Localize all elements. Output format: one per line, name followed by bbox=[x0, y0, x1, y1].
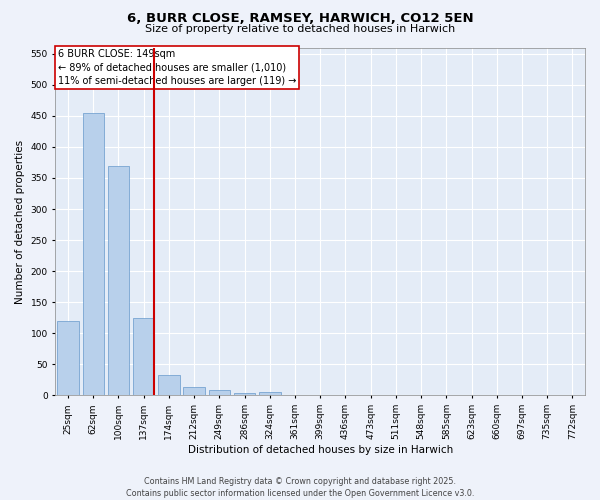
Text: Contains HM Land Registry data © Crown copyright and database right 2025.
Contai: Contains HM Land Registry data © Crown c… bbox=[126, 476, 474, 498]
Bar bbox=[133, 318, 154, 396]
Bar bbox=[158, 375, 179, 396]
Bar bbox=[360, 395, 382, 396]
Bar bbox=[209, 390, 230, 396]
Y-axis label: Number of detached properties: Number of detached properties bbox=[15, 140, 25, 304]
Bar bbox=[184, 388, 205, 396]
Bar bbox=[562, 395, 583, 396]
Bar bbox=[83, 112, 104, 396]
Bar bbox=[284, 395, 306, 396]
X-axis label: Distribution of detached houses by size in Harwich: Distribution of detached houses by size … bbox=[188, 445, 453, 455]
Text: Size of property relative to detached houses in Harwich: Size of property relative to detached ho… bbox=[145, 24, 455, 34]
Bar bbox=[234, 393, 255, 396]
Bar bbox=[58, 321, 79, 396]
Bar bbox=[259, 392, 281, 396]
Bar bbox=[436, 395, 457, 396]
Text: 6 BURR CLOSE: 149sqm
← 89% of detached houses are smaller (1,010)
11% of semi-de: 6 BURR CLOSE: 149sqm ← 89% of detached h… bbox=[58, 49, 296, 86]
Bar bbox=[108, 166, 129, 396]
Text: 6, BURR CLOSE, RAMSEY, HARWICH, CO12 5EN: 6, BURR CLOSE, RAMSEY, HARWICH, CO12 5EN bbox=[127, 12, 473, 26]
